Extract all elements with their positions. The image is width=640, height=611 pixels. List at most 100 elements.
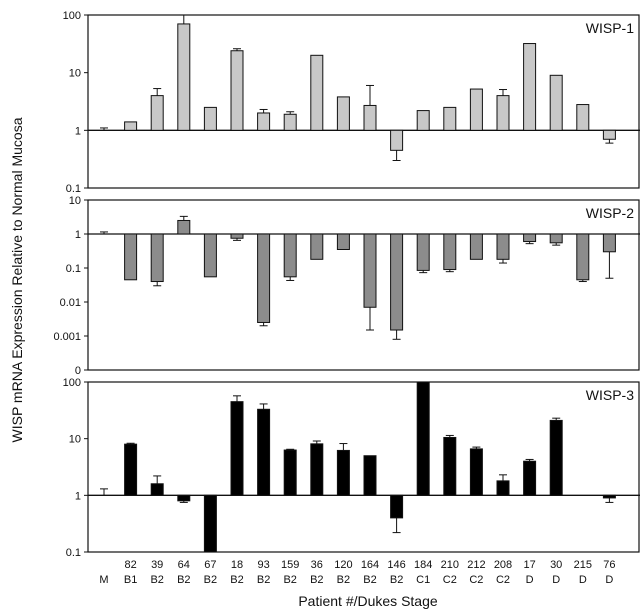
bar	[257, 112, 271, 131]
bar	[230, 50, 244, 131]
category-stage-label: B2	[177, 574, 190, 586]
category-patient-label: 159	[281, 559, 299, 571]
category-stage-label: D	[526, 574, 534, 586]
bar	[203, 233, 217, 278]
panel-frame	[87, 14, 640, 189]
category-patient-label: 146	[387, 559, 405, 571]
bar	[549, 74, 563, 131]
category-stage-label: B2	[283, 574, 296, 586]
category-stage-label: D	[605, 574, 613, 586]
category-stage-label: C2	[469, 574, 483, 586]
y-tick-label: 100	[63, 10, 81, 22]
category-patient-label: 212	[467, 559, 485, 571]
bar	[496, 95, 510, 131]
bar	[549, 419, 563, 496]
category-stage-label: D	[579, 574, 587, 586]
bar	[469, 448, 483, 496]
y-tick-label: 1	[75, 490, 81, 502]
panel-wisp-1: 100 10 1 0.1 WISP-1	[63, 10, 640, 195]
panel-frame	[87, 199, 640, 371]
panel-label: WISP-1	[586, 20, 634, 36]
bar	[443, 233, 457, 271]
y-tick-label: 0	[75, 365, 81, 377]
bar	[177, 494, 191, 502]
bar	[124, 121, 138, 131]
category-patient-label: 164	[361, 559, 379, 571]
category-patient-label: 76	[603, 559, 615, 571]
bar	[363, 455, 377, 496]
category-patient-label: 36	[311, 559, 323, 571]
y-tick-label: 100	[63, 377, 81, 389]
bar	[336, 96, 350, 131]
bar	[257, 408, 271, 496]
y-tick-label: 10	[69, 195, 81, 207]
bar	[523, 460, 537, 496]
panels-group: 1001010.1WISP-11010.10.010.0010WISP-2100…	[53, 10, 640, 559]
category-patient-label: 210	[441, 559, 459, 571]
y-tick-label: 10	[69, 434, 81, 446]
category-patient-label: 17	[523, 559, 535, 571]
category-patient-label: 18	[231, 559, 243, 571]
panel-label: WISP-3	[586, 387, 634, 403]
bar	[390, 129, 404, 151]
category-stage-label: C2	[496, 574, 510, 586]
bar	[390, 494, 404, 519]
bar	[416, 110, 430, 131]
y-tick-label: 0.1	[66, 547, 81, 559]
bar	[496, 480, 510, 496]
bar	[310, 233, 324, 260]
bar	[177, 23, 191, 131]
bar	[230, 401, 244, 496]
x-axis-label: Patient #/Dukes Stage	[298, 593, 438, 609]
bar	[336, 449, 350, 496]
y-tick-label: 10	[69, 68, 81, 80]
category-patient-label: 82	[124, 559, 136, 571]
bar	[602, 129, 616, 140]
category-stage-label: C1	[416, 574, 430, 586]
category-stage-label: B2	[310, 574, 323, 586]
bar	[177, 219, 191, 235]
category-stage-label: C2	[443, 574, 457, 586]
category-stage-label: D	[552, 574, 560, 586]
category-stage-label: B2	[204, 574, 217, 586]
y-tick-label: 0.1	[66, 263, 81, 275]
bar	[496, 233, 510, 260]
category-patient-label: 64	[178, 559, 190, 571]
bar	[602, 494, 616, 499]
bar	[443, 106, 457, 131]
bar	[124, 233, 138, 281]
bar	[150, 483, 164, 496]
bar	[203, 494, 217, 553]
panel-wisp-2: 10 1 0.1 0.01 0.001 0 WISP-2	[53, 195, 640, 377]
bar	[203, 106, 217, 131]
category-labels: M 82 B1 39 B2 64 B2 67 B2 18 B2 93 B2 159 B2 36 B2 120 B2 1…	[99, 559, 615, 586]
bar	[416, 381, 430, 496]
bar	[336, 233, 350, 251]
bar	[283, 449, 297, 496]
y-tick-label: 0.01	[60, 297, 81, 309]
bar	[469, 233, 483, 260]
category-stage-label: B2	[230, 574, 243, 586]
bar	[283, 233, 297, 278]
category-stage-label: B2	[390, 574, 403, 586]
bar	[523, 43, 537, 131]
category-patient-label: 215	[574, 559, 592, 571]
bar	[257, 233, 271, 323]
category-stage-label: M	[99, 574, 108, 586]
bar	[150, 233, 164, 283]
category-stage-label: B2	[363, 574, 376, 586]
bar	[310, 54, 324, 131]
bar	[124, 443, 138, 496]
bar	[549, 233, 563, 244]
category-patient-label: 93	[257, 559, 269, 571]
bar	[523, 233, 537, 243]
bar	[283, 113, 297, 131]
bar	[363, 104, 377, 131]
bar	[416, 233, 430, 271]
y-tick-label: 0.001	[53, 331, 81, 343]
bar	[390, 233, 404, 331]
bar	[150, 95, 164, 131]
panel-label: WISP-2	[586, 205, 634, 221]
bar	[363, 233, 377, 308]
